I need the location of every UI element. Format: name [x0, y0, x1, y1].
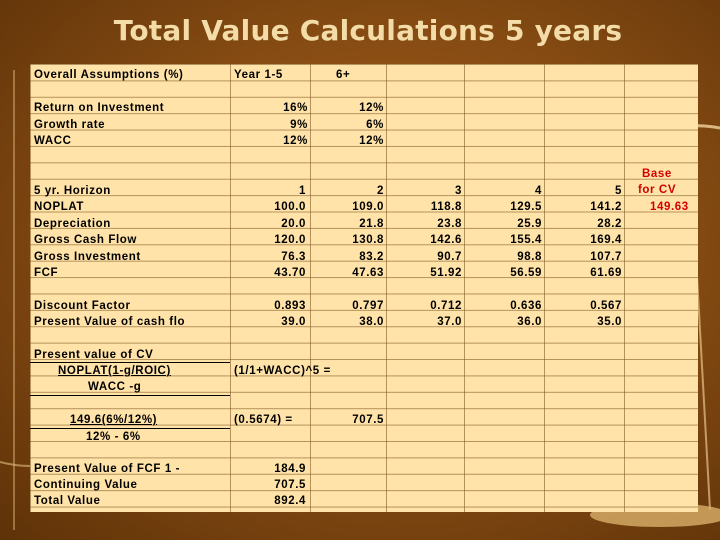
horizon-cell: 61.69 [590, 267, 622, 279]
cv-factor: (1/1+WACC)^5 = [234, 365, 331, 377]
grid-col-divider [230, 64, 231, 512]
horizon-cell: 83.2 [359, 251, 384, 263]
horizon-cell: 98.8 [517, 251, 542, 263]
horizon-cell: 155.4 [510, 234, 542, 246]
grid-col-divider [544, 64, 545, 512]
discount-cell: 0.712 [430, 300, 462, 312]
cv-numerator: NOPLAT(1-g/ROIC) [58, 365, 171, 377]
rule [30, 362, 230, 363]
horizon-cell: 129.5 [510, 201, 542, 213]
discount-cell: 0.797 [352, 300, 384, 312]
discount-cell: 37.0 [437, 316, 462, 328]
totals-row-label: Total Value [34, 495, 101, 507]
horizon-cell: 169.4 [590, 234, 622, 246]
horizon-cell: 51.92 [430, 267, 462, 279]
assumptions-header-beyond: 6+ [336, 69, 351, 81]
horizon-cell: 130.8 [352, 234, 384, 246]
assumption-row-value: 16% [283, 102, 308, 114]
assumption-row-value: 12% [359, 102, 384, 114]
horizon-cell: 107.7 [590, 251, 622, 263]
horizon-cell: 120.0 [274, 234, 306, 246]
slide-title: Total Value Calculations 5 years [113, 14, 623, 47]
discount-cell: 0.636 [510, 300, 542, 312]
discount-cell: 0.893 [274, 300, 306, 312]
discount-cell: 36.0 [517, 316, 542, 328]
base-cv-label: for CV [638, 184, 677, 196]
horizon-cell: 118.8 [430, 201, 462, 213]
cv-numerator-2: 149.6(6%/12%) [70, 414, 158, 426]
horizon-cell: 90.7 [437, 251, 462, 263]
grid-col-divider [464, 64, 465, 512]
discount-row-label: Present Value of cash flo [34, 316, 186, 328]
horizon-cell: 20.0 [281, 218, 306, 230]
assumption-row-value: 12% [359, 135, 384, 147]
assumption-row-value: 9% [290, 119, 308, 131]
assumption-row-label: WACC [34, 135, 72, 147]
grid-lines [30, 64, 698, 512]
horizon-row-label: Gross Cash Flow [34, 234, 137, 246]
horizon-cell: 43.70 [274, 267, 306, 279]
horizon-year: 4 [535, 185, 542, 197]
discount-cell: 35.0 [597, 316, 622, 328]
assumptions-header-label: Overall Assumptions (%) [34, 69, 184, 81]
assumption-row-value: 12% [283, 135, 308, 147]
discount-cell: 38.0 [359, 316, 384, 328]
discount-cell: 39.0 [281, 316, 306, 328]
spreadsheet: Overall Assumptions (%) Year 1-5 6+ Retu… [30, 64, 698, 512]
horizon-year: 2 [377, 185, 384, 197]
totals-row-label: Present Value of FCF 1 - [34, 463, 181, 475]
totals-value: 707.5 [274, 479, 306, 491]
horizon-cell: 28.2 [597, 218, 622, 230]
horizon-cell: 25.9 [517, 218, 542, 230]
discount-cell: 0.567 [590, 300, 622, 312]
horizon-cell: 76.3 [281, 251, 306, 263]
horizon-cell: 56.59 [510, 267, 542, 279]
horizon-year: 1 [299, 185, 306, 197]
rule [30, 428, 230, 429]
horizon-row-label: NOPLAT [34, 201, 85, 213]
cv-result: 707.5 [352, 414, 384, 426]
grid-col-divider [624, 64, 625, 512]
totals-row-label: Continuing Value [34, 479, 138, 491]
grid-col-divider [310, 64, 311, 512]
cv-factor-2: (0.5674) = [234, 414, 293, 426]
horizon-row-label: Depreciation [34, 218, 111, 230]
assumption-row-label: Return on Investment [34, 102, 165, 114]
horizon-cell: 100.0 [274, 201, 306, 213]
horizon-row-label: Gross Investment [34, 251, 141, 263]
cv-denominator: WACC -g [88, 381, 142, 393]
assumption-row-value: 6% [366, 119, 384, 131]
rule [30, 395, 230, 396]
horizon-cell: 47.63 [352, 267, 384, 279]
horizon-cell: 23.8 [437, 218, 462, 230]
horizon-cell: 142.6 [430, 234, 462, 246]
horizon-year: 3 [455, 185, 462, 197]
totals-value: 184.9 [274, 463, 306, 475]
horizon-cell: 109.0 [352, 201, 384, 213]
discount-row-label: Discount Factor [34, 300, 131, 312]
cv-heading: Present value of CV [34, 349, 154, 361]
assumption-row-label: Growth rate [34, 119, 106, 131]
horizon-cell: 21.8 [359, 218, 384, 230]
cv-denominator-2: 12% - 6% [86, 431, 141, 443]
horizon-year: 5 [615, 185, 622, 197]
horizon-cell: 141.2 [590, 201, 622, 213]
horizon-row-label: FCF [34, 267, 59, 279]
totals-value: 892.4 [274, 495, 306, 507]
assumptions-header-year: Year 1-5 [234, 69, 283, 81]
base-cv-value: 149.63 [650, 201, 689, 213]
horizon-header-label: 5 yr. Horizon [34, 185, 111, 197]
base-cv-label: Base [642, 168, 672, 180]
grid-col-divider [386, 64, 387, 512]
